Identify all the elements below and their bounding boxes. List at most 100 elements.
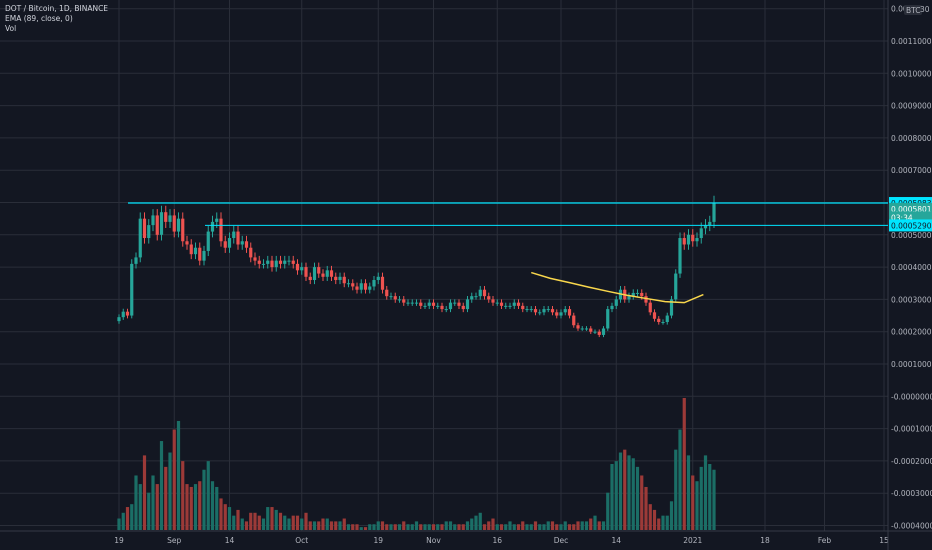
volume-bar	[436, 524, 440, 530]
volume-bar	[351, 524, 355, 530]
price-tick-label: 0.00040000	[891, 263, 932, 272]
volume-bar	[495, 524, 499, 530]
candle-body	[334, 276, 338, 281]
time-tick-label: 14	[611, 536, 621, 545]
candle-body	[325, 270, 329, 277]
volume-bar	[487, 521, 491, 530]
price-tick-label: 0.00010000	[891, 360, 932, 369]
candle-body	[189, 244, 193, 255]
candle-body	[223, 241, 227, 248]
candle-body	[342, 276, 346, 284]
candle-body	[610, 305, 614, 310]
candle-body	[542, 309, 546, 313]
candle-body	[589, 328, 593, 332]
candle-body	[249, 247, 253, 258]
time-tick-label: 2021	[683, 536, 702, 545]
volume-bar	[410, 524, 414, 530]
candle-body	[185, 241, 189, 245]
volume-bar	[457, 524, 461, 530]
candle-body	[708, 221, 712, 226]
volume-bar	[355, 524, 359, 530]
candle-body	[427, 302, 431, 306]
volume-bar	[406, 524, 410, 530]
candle-body	[470, 296, 474, 300]
candle-body	[644, 296, 648, 303]
candle-body	[504, 305, 508, 307]
volume-bar	[423, 524, 427, 530]
candle-body	[219, 218, 223, 242]
volume-bar	[678, 429, 682, 530]
legend-symbol: DOT / Bitcoin, 1D, BINANCE	[5, 4, 109, 13]
volume-bar	[640, 475, 644, 530]
candle-body	[274, 260, 278, 268]
candle-body	[385, 289, 389, 297]
candle-body	[402, 299, 406, 303]
volume-bar	[470, 518, 474, 530]
candle-body	[372, 280, 376, 287]
candle-body	[278, 260, 283, 264]
candle-body	[397, 299, 402, 301]
candle-body	[227, 238, 232, 248]
volume-bar	[295, 515, 300, 530]
candle-body	[699, 228, 703, 239]
candle-body	[538, 312, 542, 314]
candle-body	[499, 302, 504, 306]
candle-body	[236, 231, 240, 245]
volume-bar	[661, 515, 665, 530]
candle-body	[176, 218, 181, 232]
price-tick-label: 0.00100000	[891, 69, 932, 78]
volume-bar	[686, 455, 691, 530]
candle-body	[202, 250, 206, 261]
candle-body	[414, 302, 419, 304]
price-tick-label: -0.00040000	[891, 522, 932, 531]
candle-body	[181, 218, 185, 242]
volume-bar	[461, 524, 465, 530]
volume-bar	[210, 481, 215, 530]
volume-bar	[538, 524, 542, 530]
candle-body	[682, 238, 686, 245]
volume-bar	[533, 521, 538, 530]
volume-bar	[125, 507, 130, 530]
candle-body	[257, 260, 261, 264]
candle-body	[695, 238, 699, 242]
candle-body	[151, 215, 155, 226]
volume-bar	[397, 524, 402, 530]
volume-bar	[325, 518, 329, 530]
volume-bar	[601, 521, 606, 530]
candle-body	[270, 260, 274, 268]
price-tick-label: -0.00000000	[891, 392, 932, 401]
volume-bar	[304, 512, 308, 530]
volume-bar	[308, 521, 312, 530]
volume-bar	[227, 507, 232, 530]
candle-body	[210, 221, 215, 232]
volume-bar	[504, 524, 508, 530]
volume-bar	[278, 512, 283, 530]
candle-body	[125, 311, 130, 316]
volume-bar	[317, 521, 321, 530]
volume-bar	[266, 507, 270, 530]
volume-bar	[708, 464, 712, 530]
volume-bar	[312, 521, 317, 530]
volume-bar	[674, 449, 678, 530]
volume-bar	[572, 524, 576, 530]
candle-body	[627, 296, 631, 300]
volume-bar	[559, 524, 563, 530]
candle-body	[461, 305, 465, 310]
volume-bar	[168, 452, 172, 530]
price-tick-label: -0.00030000	[891, 489, 932, 498]
volume-bar	[635, 466, 640, 530]
volume-bar	[164, 466, 168, 530]
volume-bar	[516, 524, 521, 530]
volume-bar	[172, 429, 176, 530]
candle-body	[478, 289, 482, 297]
volume-bar	[274, 509, 278, 530]
candle-body	[240, 241, 244, 245]
volume-bar	[597, 521, 601, 530]
candle-body	[329, 270, 334, 277]
candle-body	[576, 325, 580, 329]
candle-body	[512, 302, 516, 306]
volume-bar	[147, 492, 151, 530]
volume-bar	[695, 481, 699, 530]
volume-bar	[329, 521, 334, 530]
